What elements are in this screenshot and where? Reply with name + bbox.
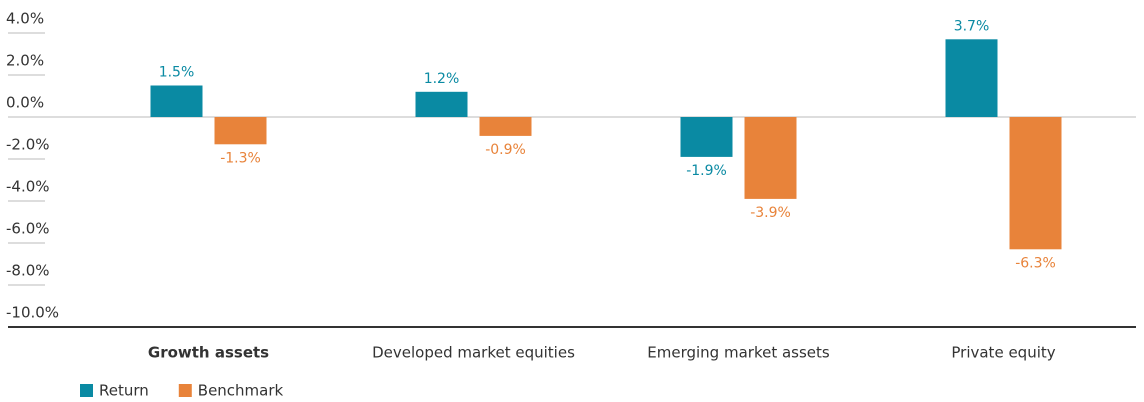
bar xyxy=(415,91,468,117)
y-tick-label: -2.0% xyxy=(6,136,50,154)
bar xyxy=(150,85,203,117)
data-label: -0.9% xyxy=(485,142,526,158)
y-tick-label: -4.0% xyxy=(6,178,50,196)
x-tick-label: Growth assets xyxy=(148,344,269,362)
data-label: -3.9% xyxy=(750,205,791,221)
data-label: 1.5% xyxy=(159,65,195,81)
bar xyxy=(744,117,797,199)
bar xyxy=(945,39,998,117)
y-tick-label: 0.0% xyxy=(6,94,44,112)
data-label: 1.2% xyxy=(424,71,460,87)
legend-swatch xyxy=(178,384,192,397)
bar xyxy=(479,117,532,136)
legend-label: Return xyxy=(99,382,149,400)
legend-label: Benchmark xyxy=(198,382,284,400)
y-tick-label: -10.0% xyxy=(6,304,59,322)
data-label: -1.3% xyxy=(220,150,261,166)
bar xyxy=(214,117,267,145)
x-tick-label: Private equity xyxy=(951,344,1055,362)
bar xyxy=(680,117,733,157)
y-tick-label: 4.0% xyxy=(6,10,44,28)
x-tick-label: Emerging market assets xyxy=(647,344,830,362)
y-tick-label: 2.0% xyxy=(6,52,44,70)
data-label: -1.9% xyxy=(686,163,727,179)
y-tick-label: -6.0% xyxy=(6,220,50,238)
y-tick-label: -8.0% xyxy=(6,262,50,280)
x-tick-label: Developed market equities xyxy=(372,344,575,362)
bar xyxy=(1009,117,1062,250)
data-label: 3.7% xyxy=(954,18,990,34)
legend-swatch xyxy=(80,384,93,397)
data-label: -6.3% xyxy=(1015,255,1056,271)
